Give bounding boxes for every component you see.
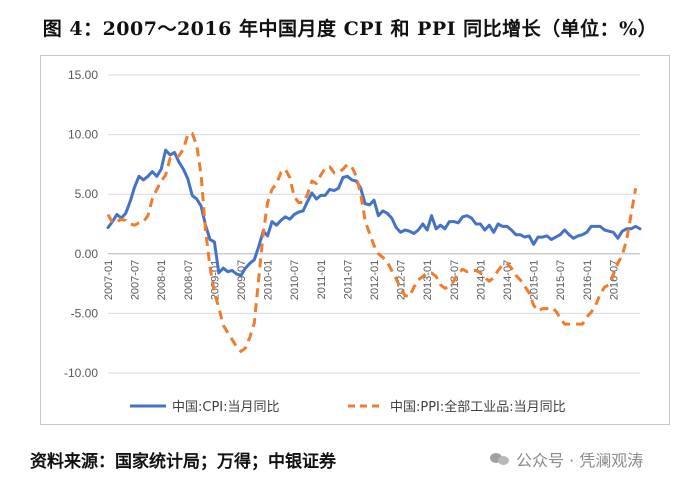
source-note: 资料来源：国家统计局；万得；中银证券 xyxy=(30,452,336,472)
watermark-text: 公众号 · 凭澜观涛 xyxy=(516,451,644,470)
y-tick-label: -10.00 xyxy=(64,366,98,380)
chart-title: 图 4：2007～2016 年中国月度 CPI 和 PPI 同比增长（单位：%） xyxy=(42,18,658,40)
x-tick-label: 2014-01 xyxy=(475,260,487,300)
x-tick-label: 2009-01 xyxy=(209,260,221,300)
x-tick-label: 2015-01 xyxy=(529,260,541,300)
y-tick-label: 10.00 xyxy=(68,128,98,142)
cpi-series-line xyxy=(106,148,642,277)
x-tick-label: 2007-01 xyxy=(103,260,115,300)
x-tick-label: 2010-01 xyxy=(263,260,275,300)
x-tick-label: 2016-01 xyxy=(582,260,594,300)
x-tick-label: 2008-07 xyxy=(183,260,195,300)
x-tick-label: 2012-01 xyxy=(369,260,381,300)
y-tick-label: 0.00 xyxy=(75,247,99,261)
x-tick-label: 2016-07 xyxy=(608,260,620,300)
wechat-icon xyxy=(490,451,510,467)
ppi-series-line xyxy=(106,131,638,353)
chart-frame xyxy=(40,55,670,425)
legend-label: 中国:PPI:全部工业品:当月同比 xyxy=(390,399,566,415)
watermark: 公众号 · 凭澜观涛 xyxy=(490,447,643,471)
legend-label: 中国:CPI:当月同比 xyxy=(172,400,280,415)
x-tick-label: 2011-01 xyxy=(316,260,328,300)
x-tick-label: 2013-01 xyxy=(422,260,434,300)
y-tick-label: 15.00 xyxy=(68,68,98,82)
x-tick-label: 2015-07 xyxy=(555,260,567,300)
x-tick-label: 2012-07 xyxy=(396,260,408,300)
x-tick-label: 2007-07 xyxy=(130,260,142,300)
x-tick-label: 2008-01 xyxy=(156,260,168,300)
x-tick-label: 2010-07 xyxy=(289,260,301,300)
y-tick-label: -5.00 xyxy=(71,306,99,320)
x-tick-label: 2011-07 xyxy=(342,260,354,300)
y-tick-label: 5.00 xyxy=(75,187,99,201)
